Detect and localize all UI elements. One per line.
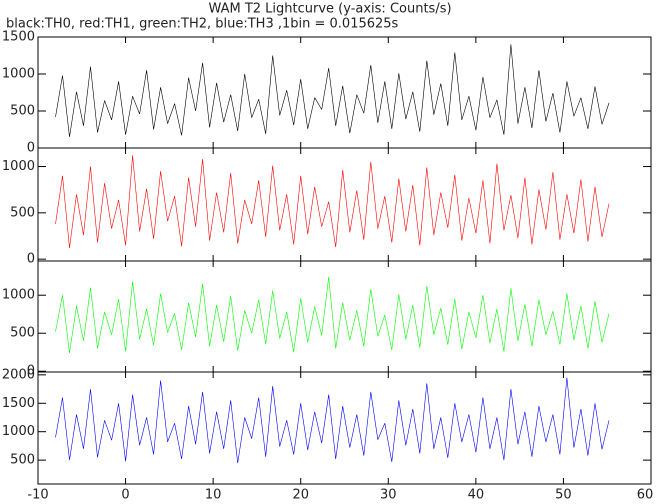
lightcurve [55,44,610,137]
x-tick-label: 60 [637,488,654,503]
panel-frame [37,36,652,149]
x-tick-label: -10 [27,488,48,503]
y-tick-label: 1000 [2,288,35,303]
chart-subtitle: black:TH0, red:TH1, green:TH2, blue:TH3 … [6,17,399,32]
x-tick-label: 30 [380,488,397,503]
x-tick-label: 20 [292,488,309,503]
lightcurve [55,155,610,249]
y-tick-label: 500 [10,104,35,119]
y-tick-label: 1000 [2,159,35,174]
x-tick-label: 0 [121,488,129,503]
panel-frame [37,260,652,373]
panel-frame [37,371,652,485]
y-tick-label: 1500 [2,30,35,45]
y-tick-label: 2000 [2,367,35,382]
x-tick-label: 40 [468,488,485,503]
y-tick-label: 500 [10,326,35,341]
x-tick-label: 10 [205,488,222,503]
y-tick-label: 1000 [2,424,35,439]
y-tick-label: 500 [10,205,35,220]
chart-title: WAM T2 Lightcurve (y-axis: Counts/s) [208,2,451,17]
lightcurve [55,377,610,464]
lightcurve [55,276,610,354]
y-tick-label: 0 [27,141,35,156]
y-tick-label: 1500 [2,396,35,411]
panel-frame [37,147,652,262]
x-tick-label: 50 [555,488,572,503]
y-tick-label: 0 [27,364,35,379]
y-tick-label: 0 [27,252,35,267]
y-tick-label: 500 [10,453,35,468]
y-tick-label: 1000 [2,67,35,82]
